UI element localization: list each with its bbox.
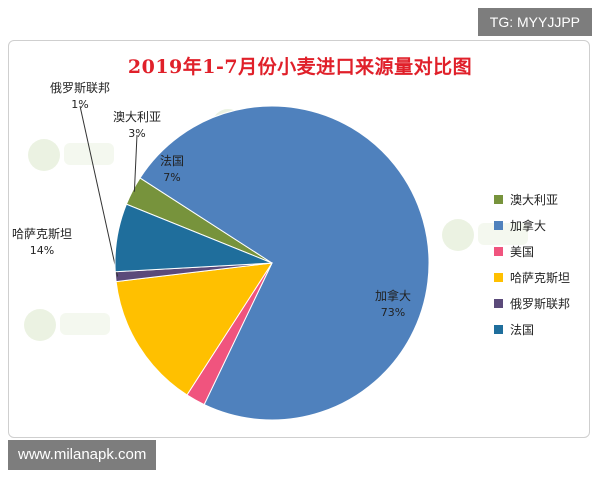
legend-item: 加拿大	[494, 212, 570, 238]
legend-label: 法国	[510, 322, 535, 337]
legend: 澳大利亚加拿大美国哈萨克斯坦俄罗斯联邦法国	[494, 186, 570, 342]
legend-swatch	[494, 246, 503, 256]
pie-slice	[115, 262, 273, 396]
legend-item: 澳大利亚	[494, 186, 570, 212]
legend-item: 法国	[494, 316, 570, 342]
watermark-logo-icon	[24, 309, 110, 341]
legend-label: 美国	[510, 244, 535, 259]
chart-title: 2019年1-7月份小麦进口来源量对比图	[127, 56, 473, 78]
legend-label: 哈萨克斯坦	[510, 270, 571, 285]
legend-label: 俄罗斯联邦	[510, 296, 571, 311]
legend-swatch	[494, 324, 503, 334]
watermark-logo-icon	[442, 219, 528, 251]
legend-swatch	[494, 194, 503, 204]
slice-value-label: 3%	[128, 127, 145, 140]
watermark-logo-icon	[28, 139, 114, 171]
legend-swatch	[494, 272, 503, 282]
leader-line	[79, 105, 119, 277]
legend-item: 哈萨克斯坦	[494, 264, 570, 290]
pie-slice	[139, 105, 430, 421]
slice-value-label: 73%	[381, 306, 405, 319]
pie-slice	[114, 203, 273, 273]
legend-swatch	[494, 220, 503, 230]
watermark-url: www.milanapk.com	[8, 440, 157, 470]
legend-label: 澳大利亚	[510, 192, 559, 207]
legend-swatch	[494, 298, 503, 308]
leader-line	[133, 134, 138, 192]
slice-name-label: 澳大利亚	[113, 110, 161, 124]
legend-item: 俄罗斯联邦	[494, 290, 570, 316]
slice-value-label: 1%	[71, 98, 88, 111]
slice-value-label: 7%	[163, 171, 180, 184]
slice-value-label: 14%	[30, 244, 54, 257]
slice-name-label: 哈萨克斯坦	[12, 227, 72, 241]
slice-name-label: 法国	[160, 154, 184, 168]
slice-name-label: 俄罗斯联邦	[50, 81, 110, 95]
slice-name-label: 加拿大	[375, 288, 411, 303]
legend-label: 加拿大	[510, 218, 547, 233]
legend-item: 美国	[494, 238, 570, 264]
watermark-tag: TG: MYYJJPP	[477, 8, 592, 36]
